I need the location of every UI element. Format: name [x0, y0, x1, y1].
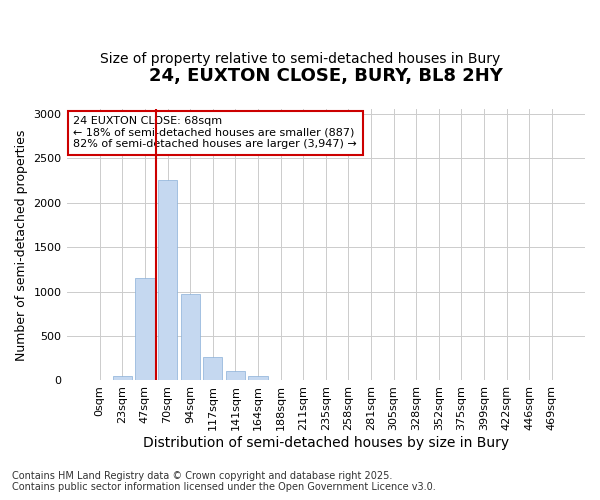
Bar — [203, 357, 223, 380]
Bar — [226, 371, 245, 380]
Text: Size of property relative to semi-detached houses in Bury: Size of property relative to semi-detach… — [100, 52, 500, 66]
Bar — [181, 294, 200, 380]
Text: 24 EUXTON CLOSE: 68sqm
← 18% of semi-detached houses are smaller (887)
82% of se: 24 EUXTON CLOSE: 68sqm ← 18% of semi-det… — [73, 116, 357, 150]
Bar — [136, 278, 155, 380]
Bar — [113, 376, 132, 380]
Bar — [158, 180, 177, 380]
Y-axis label: Number of semi-detached properties: Number of semi-detached properties — [15, 129, 28, 360]
Bar — [248, 376, 268, 380]
Text: Contains HM Land Registry data © Crown copyright and database right 2025.
Contai: Contains HM Land Registry data © Crown c… — [12, 471, 436, 492]
Title: 24, EUXTON CLOSE, BURY, BL8 2HY: 24, EUXTON CLOSE, BURY, BL8 2HY — [149, 68, 503, 86]
X-axis label: Distribution of semi-detached houses by size in Bury: Distribution of semi-detached houses by … — [143, 436, 509, 450]
